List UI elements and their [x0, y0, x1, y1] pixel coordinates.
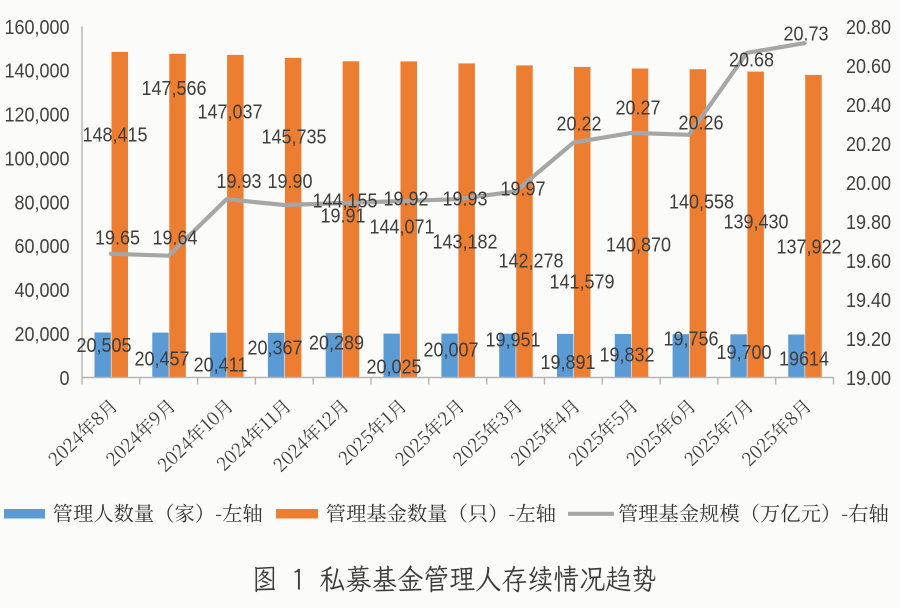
svg-text:20.73: 20.73	[783, 23, 828, 45]
svg-text:19,832: 19,832	[599, 344, 654, 366]
svg-text:20.26: 20.26	[678, 112, 723, 134]
svg-text:19.00: 19.00	[846, 368, 891, 390]
svg-text:141,579: 141,579	[549, 271, 614, 293]
svg-text:19.60: 19.60	[846, 251, 891, 273]
svg-text:19.97: 19.97	[500, 178, 545, 200]
svg-text:140,558: 140,558	[669, 191, 734, 213]
svg-text:19.65: 19.65	[95, 227, 140, 249]
svg-text:145,735: 145,735	[261, 126, 326, 148]
svg-text:20,007: 20,007	[423, 339, 478, 361]
svg-text:140,000: 140,000	[4, 61, 69, 83]
svg-text:19614: 19614	[779, 348, 829, 370]
svg-text:148,415: 148,415	[82, 124, 147, 146]
svg-text:100,000: 100,000	[4, 149, 69, 171]
svg-text:143,182: 143,182	[432, 231, 497, 253]
svg-text:19.92: 19.92	[383, 188, 428, 210]
svg-text:20.20: 20.20	[846, 134, 891, 156]
svg-text:20,411: 20,411	[194, 354, 248, 376]
svg-text:20.80: 20.80	[846, 17, 891, 39]
svg-text:20,457: 20,457	[134, 348, 189, 370]
svg-text:20,505: 20,505	[76, 335, 131, 357]
svg-text:142,278: 142,278	[498, 250, 563, 272]
svg-text:20,367: 20,367	[247, 337, 302, 359]
svg-text:137,922: 137,922	[776, 236, 841, 258]
svg-text:147,037: 147,037	[197, 101, 262, 123]
svg-text:19,891: 19,891	[540, 352, 595, 374]
svg-text:139,430: 139,430	[723, 211, 788, 233]
svg-text:80,000: 80,000	[14, 192, 69, 214]
svg-text:40,000: 40,000	[14, 280, 69, 302]
svg-text:19.91: 19.91	[320, 205, 365, 227]
svg-text:144,071: 144,071	[369, 216, 434, 238]
svg-text:140,870: 140,870	[606, 234, 671, 256]
svg-text:19.93: 19.93	[442, 188, 487, 210]
svg-text:20.27: 20.27	[615, 97, 660, 119]
svg-text:160,000: 160,000	[4, 17, 69, 39]
svg-text:19.20: 19.20	[846, 329, 891, 351]
svg-text:19,756: 19,756	[663, 328, 718, 350]
svg-text:19.40: 19.40	[846, 290, 891, 312]
svg-text:19,951: 19,951	[485, 329, 540, 351]
svg-text:20.00: 20.00	[846, 173, 891, 195]
svg-text:0: 0	[59, 368, 69, 390]
svg-text:19.80: 19.80	[846, 212, 891, 234]
svg-text:60,000: 60,000	[14, 236, 69, 258]
svg-text:20.40: 20.40	[846, 95, 891, 117]
svg-text:144,155: 144,155	[312, 190, 377, 212]
svg-text:20,289: 20,289	[309, 332, 364, 354]
svg-text:20,025: 20,025	[366, 356, 421, 378]
svg-text:20.60: 20.60	[846, 56, 891, 78]
svg-text:19.64: 19.64	[152, 227, 197, 249]
svg-text:19.90: 19.90	[267, 171, 312, 193]
svg-text:120,000: 120,000	[4, 105, 69, 127]
svg-text:20,000: 20,000	[14, 324, 69, 346]
svg-text:20.68: 20.68	[729, 49, 774, 71]
svg-text:147,566: 147,566	[141, 78, 206, 100]
svg-text:20.22: 20.22	[556, 113, 601, 135]
svg-text:19.93: 19.93	[216, 171, 261, 193]
svg-text:19,700: 19,700	[716, 342, 771, 364]
